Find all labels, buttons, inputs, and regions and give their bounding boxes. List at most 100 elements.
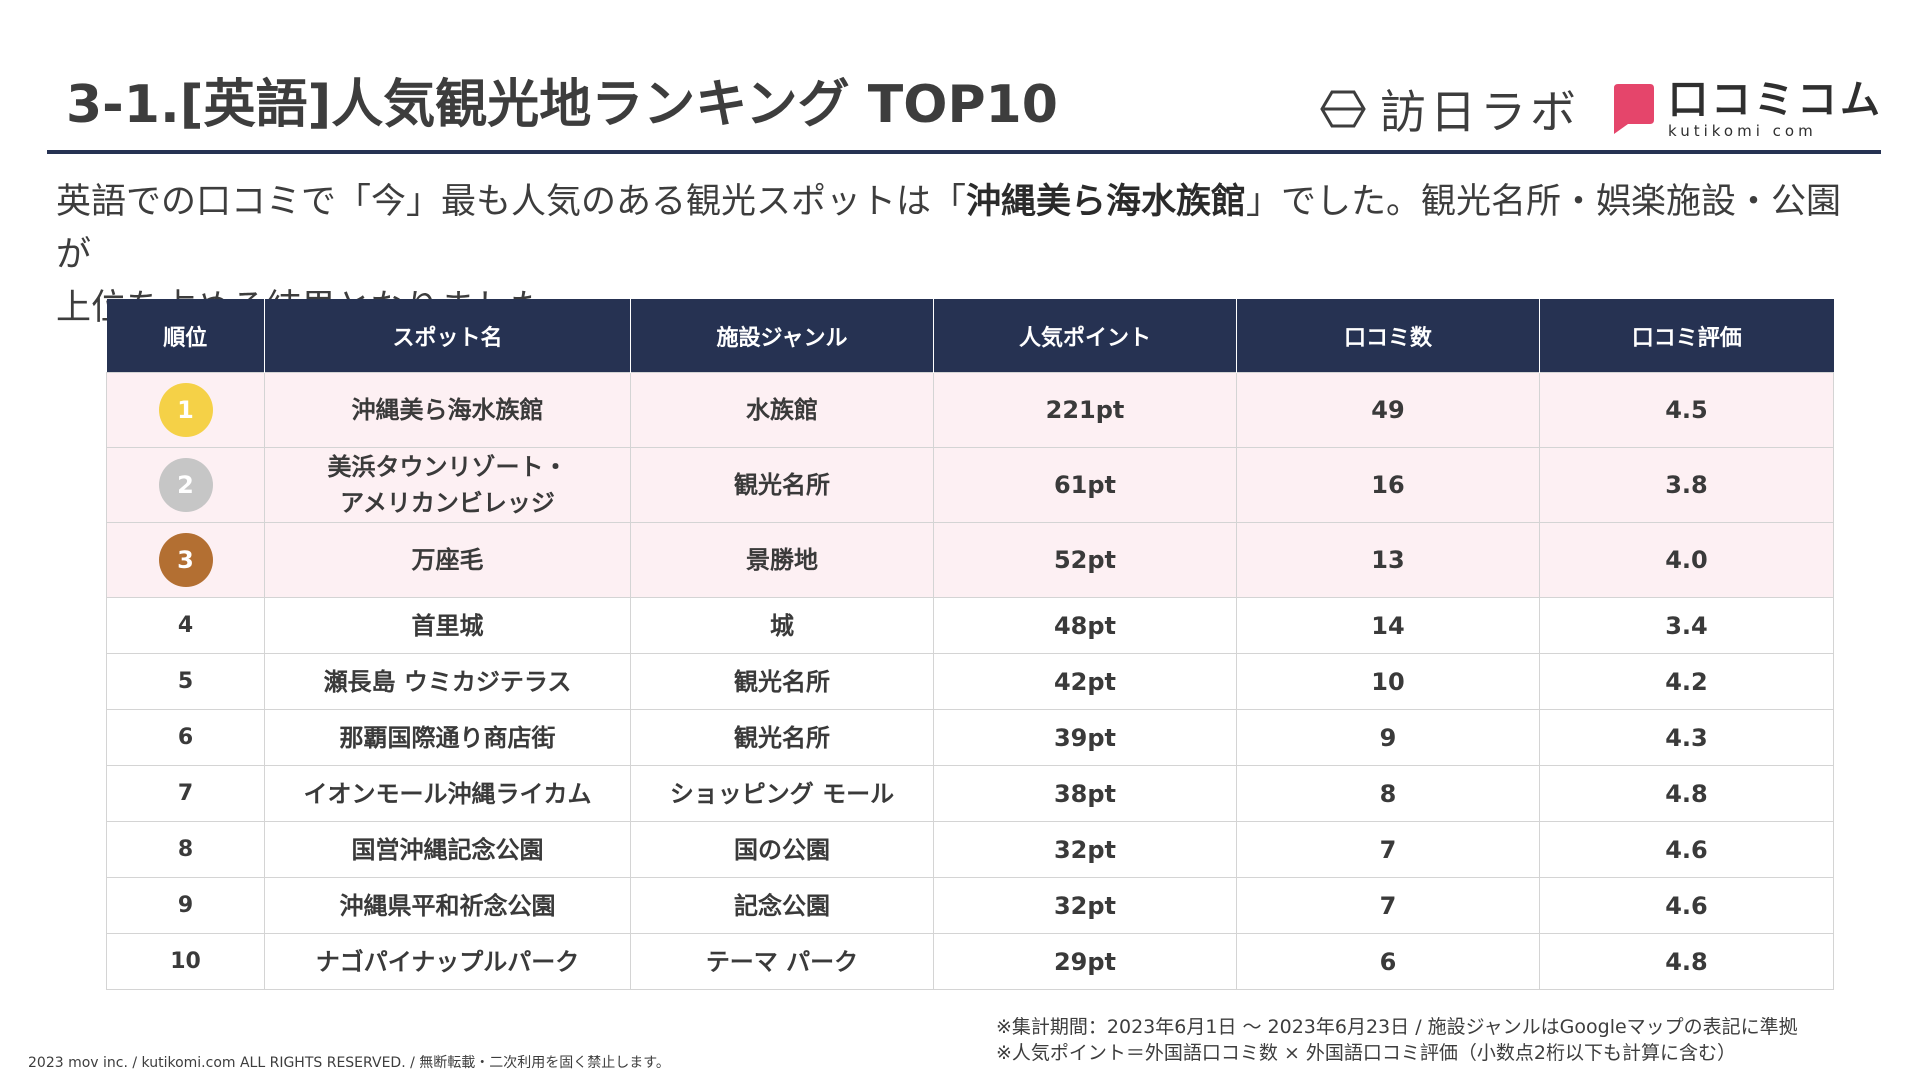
points-cell: 61pt xyxy=(933,447,1237,523)
houjin-lab-hexagon-icon xyxy=(1320,90,1366,128)
table-row: 2 美浜タウンリゾート・ アメリカンビレッジ 観光名所 61pt 16 3.8 xyxy=(106,447,1834,523)
genre-cell: 記念公園 xyxy=(630,877,934,934)
rating-cell: 4.8 xyxy=(1539,933,1834,990)
rating-cell: 4.2 xyxy=(1539,653,1834,710)
rating-cell: 4.0 xyxy=(1539,522,1834,598)
silver-medal: 2 xyxy=(158,458,213,512)
slide-title: 3-1.[英語]人気観光地ランキング TOP10 xyxy=(66,75,1058,135)
lead-highlight: 沖縄美ら海水族館 xyxy=(966,182,1247,222)
genre-cell: 観光名所 xyxy=(630,653,934,710)
lead-prefix: 英語での口コミで「今」最も人気のある観光スポットは「 xyxy=(56,182,967,222)
genre-cell: 国の公園 xyxy=(630,821,934,878)
spot-name-line2: アメリカンビレッジ xyxy=(340,489,555,517)
rating-cell: 4.5 xyxy=(1539,372,1834,448)
points-cell: 39pt xyxy=(933,709,1237,766)
genre-cell: 水族館 xyxy=(630,372,934,448)
reviews-cell: 6 xyxy=(1236,933,1540,990)
points-cell: 48pt xyxy=(933,597,1237,654)
table-row: 5 瀬長島 ウミカジテラス 観光名所 42pt 10 4.2 xyxy=(106,653,1834,710)
houjin-lab-logo: 訪日ラボ xyxy=(1320,76,1580,142)
header-genre: 施設ジャンル xyxy=(630,299,934,373)
rating-cell: 4.8 xyxy=(1539,765,1834,822)
table-row: 1 沖縄美ら海水族館 水族館 221pt 49 4.5 xyxy=(106,372,1834,448)
rating-cell: 3.8 xyxy=(1539,447,1834,523)
gold-medal: 1 xyxy=(158,383,213,437)
rank-cell: 7 xyxy=(106,765,265,822)
kutikomi-logo-texts: 口コミコム kutikomi com xyxy=(1668,80,1883,139)
genre-cell: 城 xyxy=(630,597,934,654)
footnotes: ※集計期間：2023年6月1日 〜 2023年6月23日 / 施設ジャンルはGo… xyxy=(996,1014,1896,1066)
bronze-medal: 3 xyxy=(158,533,213,587)
spot-name-cell: 瀬長島 ウミカジテラス xyxy=(264,653,631,710)
points-cell: 32pt xyxy=(933,821,1237,878)
rating-cell: 3.4 xyxy=(1539,597,1834,654)
points-cell: 221pt xyxy=(933,372,1237,448)
table-row: 8 国営沖縄記念公園 国の公園 32pt 7 4.6 xyxy=(106,821,1834,878)
kutikomi-logo: 口コミコム kutikomi com xyxy=(1608,80,1883,139)
rank-cell: 2 xyxy=(106,447,265,523)
rank-cell: 3 xyxy=(106,522,265,598)
reviews-cell: 7 xyxy=(1236,877,1540,934)
rank-cell: 4 xyxy=(106,597,265,654)
reviews-cell: 7 xyxy=(1236,821,1540,878)
header-spot-name: スポット名 xyxy=(264,299,631,373)
points-cell: 32pt xyxy=(933,877,1237,934)
header-points: 人気ポイント xyxy=(933,299,1237,373)
rank-cell: 1 xyxy=(106,372,265,448)
points-cell: 38pt xyxy=(933,765,1237,822)
table-row: 9 沖縄県平和祈念公園 記念公園 32pt 7 4.6 xyxy=(106,877,1834,934)
reviews-cell: 49 xyxy=(1236,372,1540,448)
table-row: 3 万座毛 景勝地 52pt 13 4.0 xyxy=(106,522,1834,598)
kutikomi-speech-bubble-icon xyxy=(1614,84,1654,134)
spot-name-line1: 美浜タウンリゾート・ xyxy=(327,453,568,481)
copyright: 2023 mov inc. / kutikomi.com ALL RIGHTS … xyxy=(28,1055,670,1071)
spot-name-cell: 万座毛 xyxy=(264,522,631,598)
spot-name-cell: 沖縄美ら海水族館 xyxy=(264,372,631,448)
table-row: 10 ナゴパイナップルパーク テーマ パーク 29pt 6 4.8 xyxy=(106,933,1834,990)
points-cell: 42pt xyxy=(933,653,1237,710)
genre-cell: 観光名所 xyxy=(630,709,934,766)
table-row: 7 イオンモール沖縄ライカム ショッピング モール 38pt 8 4.8 xyxy=(106,765,1834,822)
rank-cell: 9 xyxy=(106,877,265,934)
houjin-lab-logo-text: 訪日ラボ xyxy=(1380,85,1580,139)
rank-cell: 10 xyxy=(106,933,265,990)
rank-cell: 6 xyxy=(106,709,265,766)
logo-area: 訪日ラボ 口コミコム kutikomi com xyxy=(1320,78,1883,140)
footnote-points-formula: ※人気ポイント＝外国語口コミ数 × 外国語口コミ評価（小数点2桁以下も計算に含む… xyxy=(996,1042,1737,1064)
spot-name-cell: 那覇国際通り商店街 xyxy=(264,709,631,766)
table-row: 6 那覇国際通り商店街 観光名所 39pt 9 4.3 xyxy=(106,709,1834,766)
lead-suffix: 」でした。観光名所・娯楽施設・公園が xyxy=(56,182,1842,275)
header-reviews: 口コミ数 xyxy=(1236,299,1540,373)
spot-name-cell: 国営沖縄記念公園 xyxy=(264,821,631,878)
kutikomi-logo-text: 口コミコム xyxy=(1668,76,1883,123)
points-cell: 52pt xyxy=(933,522,1237,598)
spot-name: 沖縄美ら海水族館 xyxy=(351,396,544,424)
genre-cell: テーマ パーク xyxy=(630,933,934,990)
title-divider xyxy=(47,150,1881,154)
reviews-cell: 9 xyxy=(1236,709,1540,766)
header-rating: 口コミ評価 xyxy=(1539,299,1834,373)
table-row: 4 首里城 城 48pt 14 3.4 xyxy=(106,597,1834,654)
reviews-cell: 16 xyxy=(1236,447,1540,523)
rating-cell: 4.6 xyxy=(1539,877,1834,934)
reviews-cell: 14 xyxy=(1236,597,1540,654)
spot-name-cell: 沖縄県平和祈念公園 xyxy=(264,877,631,934)
rating-cell: 4.3 xyxy=(1539,709,1834,766)
spot-name-cell: 美浜タウンリゾート・ アメリカンビレッジ xyxy=(264,447,631,523)
table-header-row: 順位 スポット名 施設ジャンル 人気ポイント 口コミ数 口コミ評価 xyxy=(106,299,1834,373)
spot-name-cell: 首里城 xyxy=(264,597,631,654)
genre-cell: ショッピング モール xyxy=(630,765,934,822)
footnote-period: ※集計期間：2023年6月1日 〜 2023年6月23日 / 施設ジャンルはGo… xyxy=(996,1016,1798,1038)
points-cell: 29pt xyxy=(933,933,1237,990)
reviews-cell: 13 xyxy=(1236,522,1540,598)
spot-name: 万座毛 xyxy=(411,546,484,574)
spot-name-cell: イオンモール沖縄ライカム xyxy=(264,765,631,822)
reviews-cell: 10 xyxy=(1236,653,1540,710)
genre-cell: 景勝地 xyxy=(630,522,934,598)
ranking-table: 順位 スポット名 施設ジャンル 人気ポイント 口コミ数 口コミ評価 1 沖縄美ら… xyxy=(106,299,1834,990)
reviews-cell: 8 xyxy=(1236,765,1540,822)
header-rank: 順位 xyxy=(106,299,265,373)
rank-cell: 5 xyxy=(106,653,265,710)
genre-cell: 観光名所 xyxy=(630,447,934,523)
